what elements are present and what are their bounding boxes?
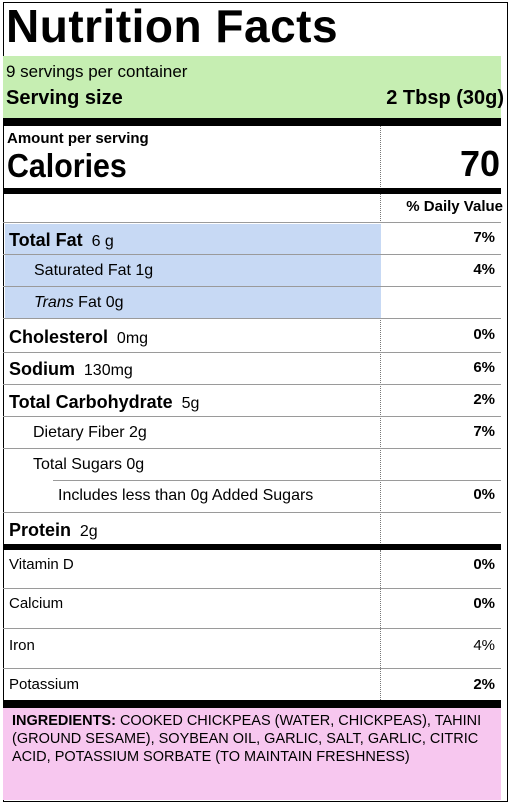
- serving-highlight: [3, 56, 501, 118]
- vitamin-name: Iron: [9, 637, 35, 654]
- nutrient-row-protein: Protein 2g: [3, 512, 501, 545]
- vitamin-row-vitamin-d: Vitamin D 0%: [3, 550, 501, 588]
- nutrient-row-sodium: Sodium 130mg 6%: [3, 352, 501, 385]
- vitamin-row-iron: Iron 4%: [3, 628, 501, 669]
- vitamin-dv: 4%: [473, 637, 495, 654]
- nutrient-name: Cholesterol: [9, 327, 109, 347]
- nutrient-amount: 5g: [181, 395, 200, 412]
- nutrient-dv: 7%: [473, 229, 495, 246]
- nutrient-amount: 2g: [79, 523, 98, 540]
- vitamins-divider: [3, 544, 501, 550]
- nutrient-name: Fat 0g: [73, 294, 124, 311]
- fat-highlight: [5, 224, 381, 318]
- nutrient-row-saturated-fat: Saturated Fat 1g 4%: [3, 254, 501, 287]
- nutrient-name: Total Sugars 0g: [33, 456, 145, 473]
- nutrient-dv: 7%: [473, 423, 495, 440]
- column-divider: [380, 194, 381, 545]
- trans-italic: Trans: [34, 294, 74, 311]
- nutrient-row-trans-fat: Trans Fat 0g: [3, 286, 501, 319]
- nutrient-amount: 0mg: [116, 330, 149, 347]
- vitamin-row-potassium: Potassium 2%: [3, 668, 501, 707]
- nutrient-amount: 6 g: [91, 233, 114, 250]
- nutrient-row-cholesterol: Cholesterol 0mg 0%: [3, 318, 501, 353]
- nutrient-dv: 6%: [473, 359, 495, 376]
- nutrition-label: [3, 2, 508, 802]
- nutrient-name: Total Carbohydrate: [9, 392, 173, 412]
- nutrient-name: Protein: [9, 520, 72, 540]
- nutrient-name: Includes less than 0g Added Sugars: [58, 487, 314, 504]
- calories-label: Calories: [7, 147, 127, 184]
- vitamin-row-calcium: Calcium 0%: [3, 588, 501, 629]
- amount-per-serving: Amount per serving: [7, 130, 149, 147]
- nutrient-amount: 130mg: [83, 362, 133, 379]
- medium-divider: [3, 188, 501, 194]
- calories-value: 70: [459, 143, 500, 184]
- nutrient-row-total-sugars: Total Sugars 0g: [3, 448, 501, 481]
- nutrient-row-total-carbohydrate: Total Carbohydrate 5g 2%: [3, 384, 501, 417]
- nutrient-dv: 0%: [473, 486, 495, 503]
- label-title: Nutrition Facts: [6, 0, 339, 52]
- vitamin-dv: 0%: [473, 595, 495, 612]
- serving-size-label: Serving size: [6, 87, 123, 109]
- indented-divider: [53, 480, 501, 481]
- nutrient-dv: 2%: [473, 391, 495, 408]
- ingredients-label: INGREDIENTS:: [12, 713, 116, 729]
- vitamin-name: Calcium: [9, 595, 64, 612]
- nutrient-row-total-fat: Total Fat 6 g 7%: [3, 222, 501, 255]
- nutrient-name: Dietary Fiber 2g: [33, 424, 147, 441]
- nutrient-dv: 4%: [473, 261, 495, 278]
- nutrient-row-added-sugars: Includes less than 0g Added Sugars 0%: [3, 480, 501, 512]
- ingredients-list: COOKED CHICKPEAS (WATER, CHICKPEAS), TAH…: [12, 713, 482, 765]
- vitamin-name: Vitamin D: [9, 556, 74, 573]
- nutrient-row-dietary-fiber: Dietary Fiber 2g 7%: [3, 416, 501, 449]
- nutrient-name: Sodium: [9, 359, 75, 379]
- vitamin-name: Potassium: [9, 676, 80, 693]
- ingredients-text: INGREDIENTS: COOKED CHICKPEAS (WATER, CH…: [12, 712, 482, 766]
- bottom-divider: [3, 700, 501, 708]
- nutrient-name: Total Fat: [9, 230, 83, 250]
- ingredients-highlight: [3, 708, 501, 800]
- vitamin-dv: 2%: [473, 676, 495, 693]
- daily-value-header: % Daily Value: [406, 198, 503, 215]
- vitamin-dv: 0%: [473, 556, 495, 573]
- thick-divider: [3, 118, 501, 126]
- nutrient-name: Saturated Fat 1g: [34, 262, 154, 279]
- column-divider: [380, 126, 381, 189]
- serving-size-value: 2 Tbsp (30g): [386, 87, 504, 109]
- nutrient-dv: 0%: [473, 326, 495, 343]
- servings-per-container: 9 servings per container: [6, 62, 188, 81]
